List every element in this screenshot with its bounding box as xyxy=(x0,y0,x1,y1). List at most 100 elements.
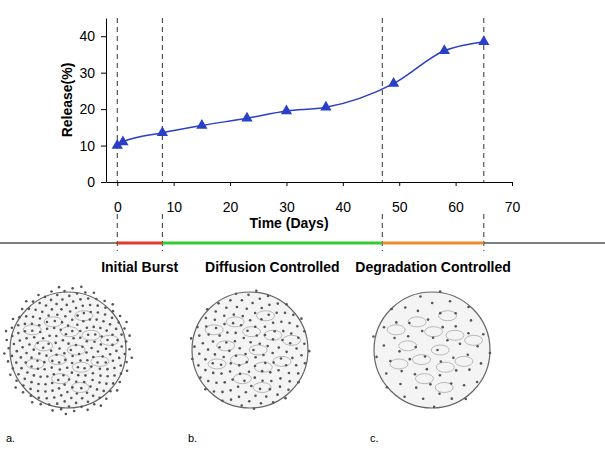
drug-particle xyxy=(248,370,251,373)
drug-particle xyxy=(297,381,300,384)
drug-particle xyxy=(46,321,49,324)
drug-particle xyxy=(292,314,295,317)
drug-particle xyxy=(205,325,208,328)
drug-particle xyxy=(5,330,8,333)
drug-particle xyxy=(269,371,272,374)
x-tick-label: 30 xyxy=(279,199,295,215)
drug-particle xyxy=(15,361,18,364)
drug-particle xyxy=(255,334,258,337)
drug-particle xyxy=(75,307,78,310)
drug-particle xyxy=(268,304,271,307)
drug-particle xyxy=(285,364,288,367)
drug-particle xyxy=(272,401,275,404)
drug-particle xyxy=(90,347,93,350)
drug-particle xyxy=(63,400,66,403)
phase-axis xyxy=(0,243,605,244)
drug-particle xyxy=(408,322,411,325)
drug-particle xyxy=(61,321,64,324)
drug-particle xyxy=(464,398,467,401)
drug-particle xyxy=(466,354,469,357)
drug-particle xyxy=(80,406,83,409)
drug-particle xyxy=(29,388,32,391)
drug-particle xyxy=(398,350,401,353)
drug-particle xyxy=(267,295,270,298)
drug-particle xyxy=(198,334,201,337)
drug-particle xyxy=(254,365,257,368)
y-tick-label: 30 xyxy=(79,65,95,81)
drug-particle xyxy=(120,345,123,348)
plot-marks xyxy=(112,35,490,149)
drug-particle xyxy=(11,355,14,358)
drug-particle xyxy=(64,359,67,362)
drug-particle xyxy=(26,371,29,374)
illustration xyxy=(190,289,311,410)
drug-particle xyxy=(53,373,56,376)
texture xyxy=(243,327,261,337)
drug-particle xyxy=(407,335,410,338)
drug-particle xyxy=(459,343,462,346)
drug-particle xyxy=(31,401,34,404)
drug-particle xyxy=(32,348,35,351)
drug-particle xyxy=(45,304,48,307)
illustration-label: c. xyxy=(370,432,379,444)
drug-particle xyxy=(51,360,54,363)
drug-particle xyxy=(55,335,58,338)
drug-particle xyxy=(25,352,28,355)
drug-particle xyxy=(252,349,255,352)
data-point xyxy=(157,126,168,136)
x-axis-line xyxy=(107,182,513,183)
drug-particle xyxy=(59,328,62,331)
drug-particle xyxy=(470,319,473,322)
drug-particle xyxy=(47,343,50,346)
drug-particle xyxy=(85,351,88,354)
drug-particle xyxy=(55,303,58,306)
drug-particle xyxy=(58,387,61,390)
drug-particle xyxy=(50,366,53,369)
drug-particle xyxy=(415,386,418,389)
drug-particle xyxy=(99,368,102,371)
drug-particle xyxy=(228,350,231,353)
drug-particle xyxy=(422,397,425,400)
drug-particle xyxy=(118,357,121,360)
drug-particle xyxy=(222,356,225,359)
drug-particle xyxy=(417,310,420,313)
drug-particle xyxy=(390,308,393,311)
drug-particle xyxy=(46,375,49,378)
drug-particle xyxy=(264,362,267,365)
drug-particle xyxy=(111,344,114,347)
phase-label: Degradation Controlled xyxy=(355,259,511,275)
y-tick: 10 xyxy=(79,138,106,154)
drug-particle xyxy=(57,379,60,382)
drug-particle xyxy=(291,357,294,360)
drug-particle xyxy=(92,372,95,375)
drug-particle xyxy=(45,354,48,357)
drug-particle xyxy=(30,356,33,359)
phase-boundary-lower xyxy=(382,214,383,251)
drug-particle xyxy=(266,345,269,348)
drug-particle xyxy=(476,381,479,384)
texture xyxy=(233,374,251,384)
drug-particle xyxy=(276,302,279,305)
drug-particle xyxy=(83,367,86,370)
x-tick-label: 20 xyxy=(223,199,239,215)
drug-particle xyxy=(100,343,103,346)
drug-particle xyxy=(288,322,291,325)
drug-particle xyxy=(81,346,84,349)
series-line xyxy=(117,42,484,146)
drug-particle xyxy=(86,326,89,329)
drug-particle xyxy=(243,380,246,383)
drug-particle xyxy=(128,334,131,337)
drug-particle xyxy=(229,370,232,373)
drug-particle xyxy=(128,348,131,351)
texture xyxy=(431,345,449,355)
drug-particle xyxy=(30,394,33,397)
drug-particle xyxy=(44,390,47,393)
data-point xyxy=(241,112,252,122)
drug-particle xyxy=(270,380,273,383)
y-tick: 40 xyxy=(79,28,106,44)
drug-particle xyxy=(285,303,288,306)
texture xyxy=(226,317,244,327)
drug-particle xyxy=(287,389,290,392)
drug-particle xyxy=(51,409,54,412)
drug-particle xyxy=(98,397,101,400)
